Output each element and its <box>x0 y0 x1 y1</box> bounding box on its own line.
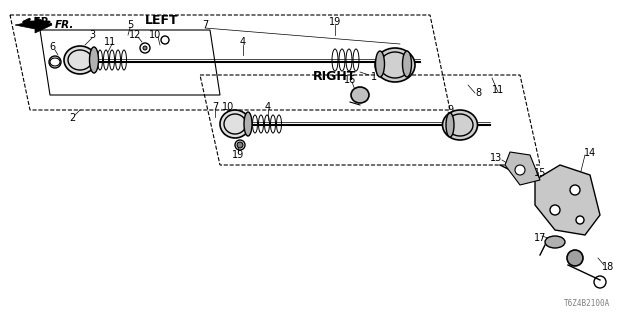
Ellipse shape <box>375 48 415 82</box>
Circle shape <box>550 205 560 215</box>
Polygon shape <box>505 152 540 185</box>
Text: 7: 7 <box>202 20 208 30</box>
Text: 15: 15 <box>534 168 546 178</box>
Text: 8: 8 <box>475 88 481 98</box>
Circle shape <box>567 250 583 266</box>
Text: 6: 6 <box>49 42 55 52</box>
Text: 9: 9 <box>447 105 453 115</box>
Circle shape <box>576 216 584 224</box>
Text: 13: 13 <box>490 153 502 163</box>
Circle shape <box>143 46 147 50</box>
Text: T6Z4B2100A: T6Z4B2100A <box>564 299 610 308</box>
Circle shape <box>570 185 580 195</box>
Text: 16: 16 <box>344 75 356 85</box>
Ellipse shape <box>403 51 412 77</box>
Text: RIGHT: RIGHT <box>314 69 356 83</box>
Text: FR.: FR. <box>55 20 74 30</box>
Text: 12: 12 <box>129 30 141 40</box>
Ellipse shape <box>545 236 565 248</box>
Text: ◀ FR.: ◀ FR. <box>22 17 53 27</box>
Polygon shape <box>15 17 52 33</box>
Text: 1: 1 <box>371 72 377 82</box>
Text: LEFT: LEFT <box>145 13 179 27</box>
Text: 2: 2 <box>69 113 75 123</box>
Text: 18: 18 <box>602 262 614 272</box>
Text: 19: 19 <box>329 17 341 27</box>
Polygon shape <box>535 165 600 235</box>
Text: 19: 19 <box>232 150 244 160</box>
Text: 5: 5 <box>127 20 133 30</box>
Ellipse shape <box>376 51 385 77</box>
Text: 14: 14 <box>584 148 596 158</box>
Text: 11: 11 <box>104 37 116 47</box>
Text: 17: 17 <box>534 233 546 243</box>
Ellipse shape <box>90 47 99 73</box>
Circle shape <box>237 142 243 148</box>
Ellipse shape <box>442 110 477 140</box>
Text: 3: 3 <box>89 30 95 40</box>
Text: 7: 7 <box>212 102 218 112</box>
Ellipse shape <box>351 87 369 103</box>
Text: 4: 4 <box>265 102 271 112</box>
Text: 10: 10 <box>149 30 161 40</box>
Ellipse shape <box>446 113 454 137</box>
Text: 11: 11 <box>492 85 504 95</box>
Ellipse shape <box>244 112 252 136</box>
Circle shape <box>515 165 525 175</box>
Text: 10: 10 <box>222 102 234 112</box>
Text: 4: 4 <box>240 37 246 47</box>
Ellipse shape <box>64 46 96 74</box>
Ellipse shape <box>220 110 250 138</box>
